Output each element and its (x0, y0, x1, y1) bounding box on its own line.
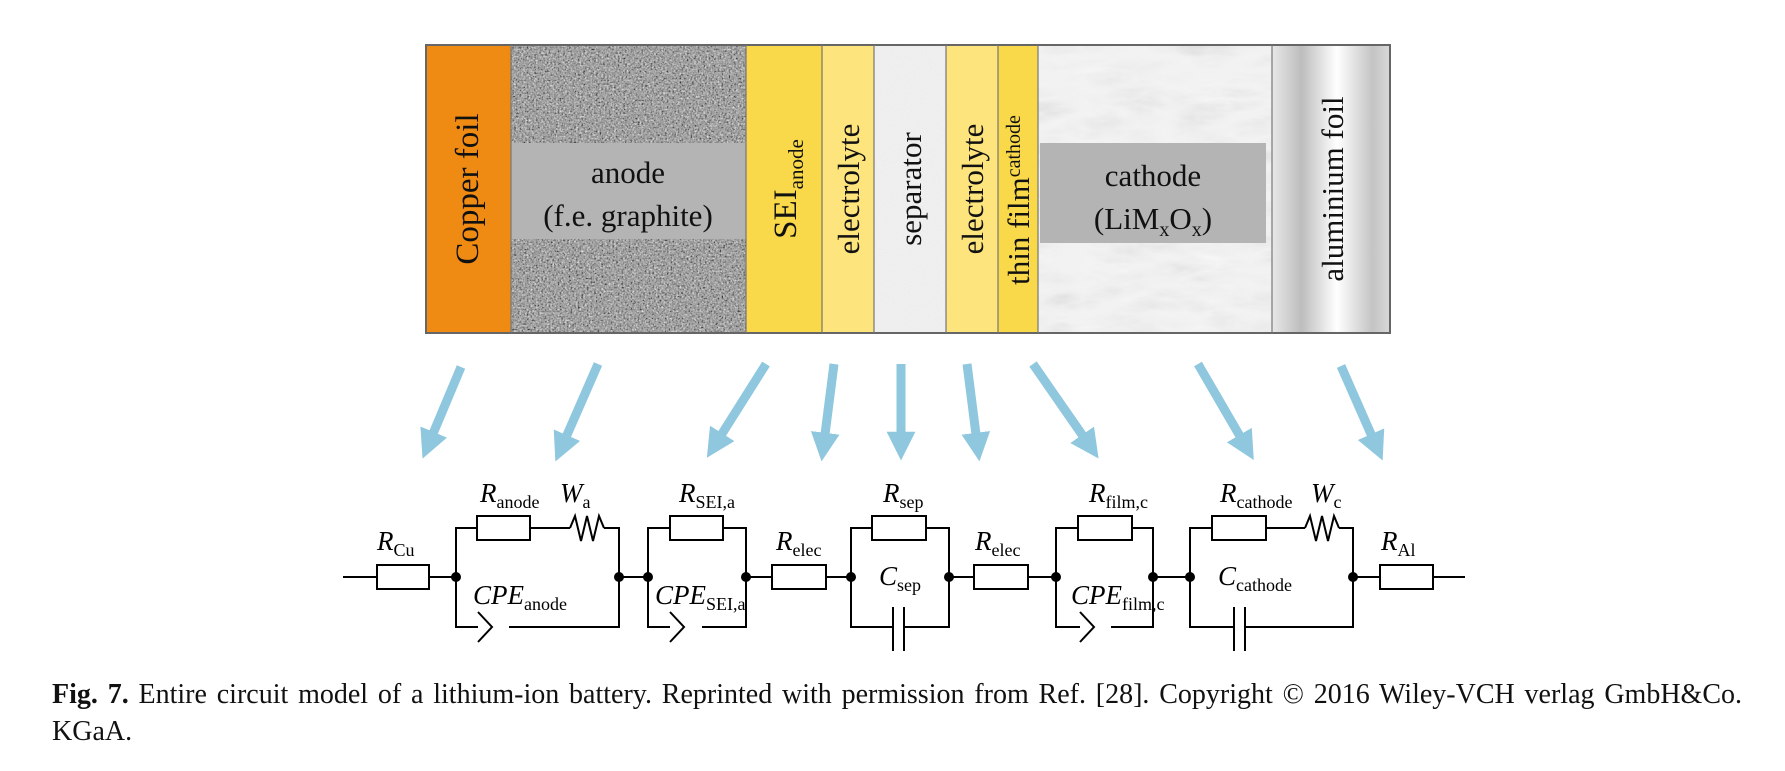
cpe-film (1079, 611, 1096, 643)
cpe-sei (669, 611, 686, 643)
sei-anode-subscript: anode (784, 139, 808, 189)
anode-label-line2: (f.e. graphite) (543, 198, 713, 233)
electrolyte-left-layer (822, 45, 874, 333)
thin-film-cathode-label: thin filmcathode (1001, 115, 1036, 285)
label-r-film: Rfilm,c (1088, 478, 1148, 512)
cathode-layer (1038, 45, 1272, 333)
electrolyte-right-layer (946, 45, 998, 333)
arrow-anode (553, 362, 603, 462)
aluminium-foil-layer (1272, 45, 1390, 333)
resistor-r-film (1077, 515, 1133, 541)
figure-caption: Fig. 7. Entire circuit model of a lithiu… (52, 676, 1742, 750)
label-r-anode: Ranode (479, 478, 539, 512)
anode-label-box (511, 143, 746, 239)
copper-foil-layer (426, 45, 511, 333)
resistor-r-al (1379, 564, 1434, 590)
label-cpe-anode: CPEanode (473, 580, 567, 614)
label-w-a: Wa (560, 478, 591, 512)
label-c-cathode: Ccathode (1218, 561, 1292, 595)
caption-label: Fig. 7. (52, 679, 129, 710)
label-r-sei: RSEI,a (678, 478, 735, 512)
label-cpe-sei: CPESEI,a (655, 580, 746, 614)
thin-film-cathode-layer (998, 45, 1038, 333)
thin-film-subscript: cathode (1003, 115, 1025, 177)
anode-layer (511, 45, 746, 333)
sei-anode-layer (746, 45, 822, 333)
cathode-label-formula: (LiMxOx) (1094, 201, 1212, 241)
arrow-aluminium (1336, 364, 1385, 461)
resistor-r-sei (669, 515, 724, 541)
arrow-copper (420, 365, 466, 459)
resistor-r-anode (476, 515, 531, 541)
arrow-cathode (1194, 361, 1254, 460)
cathode-label-line1: cathode (1105, 158, 1201, 193)
resistor-r-elec-2 (973, 564, 1029, 590)
resistor-r-elec-1 (771, 564, 827, 590)
cpe-anode (477, 611, 494, 643)
anode-label-line1: anode (591, 155, 665, 190)
label-r-cathode: Rcathode (1219, 478, 1292, 512)
copper-foil-label: Copper foil (450, 113, 486, 264)
junction-dots (451, 572, 1358, 582)
label-r-al: RAl (1380, 526, 1416, 560)
separator-label: separator (893, 132, 928, 246)
cathode-label-box (1040, 143, 1266, 243)
arrow-electrolyte-left (810, 363, 840, 462)
electrolyte-right-label: electrolyte (955, 124, 990, 255)
label-r-elec-1: Relec (775, 526, 821, 560)
label-cpe-film: CPEfilm,c (1071, 580, 1165, 614)
circuit-labels: RCu Ranode Wa CPEanode RSEI,a CPESEI,a R… (376, 478, 1416, 614)
label-w-c: Wc (1311, 478, 1342, 512)
label-r-cu: RCu (376, 526, 415, 560)
arrow-thin-film (1029, 361, 1099, 459)
label-r-sep: Rsep (882, 478, 924, 512)
aluminium-foil-label: aluminium foil (1315, 96, 1350, 281)
separator-layer (874, 45, 946, 333)
resistor-r-cathode (1211, 515, 1267, 541)
label-r-elec-2: Relec (974, 526, 1020, 560)
sei-anode-label: SEIanode (768, 139, 808, 239)
electrolyte-left-label: electrolyte (831, 124, 866, 255)
arrow-sei (706, 361, 770, 458)
label-c-sep: Csep (879, 561, 921, 595)
warburg-w-c (1304, 512, 1340, 542)
mapping-arrows (420, 361, 1385, 462)
warburg-w-a (569, 512, 605, 542)
resistor-r-cu (376, 564, 430, 590)
battery-stack: Copper foil anode (f.e. graphite) SEIano… (425, 44, 1391, 334)
arrow-electrolyte-right (961, 363, 991, 462)
caption-text: Entire circuit model of a lithium-ion ba… (52, 679, 1742, 747)
equivalent-circuit (343, 512, 1465, 651)
resistor-r-sep (871, 515, 927, 541)
